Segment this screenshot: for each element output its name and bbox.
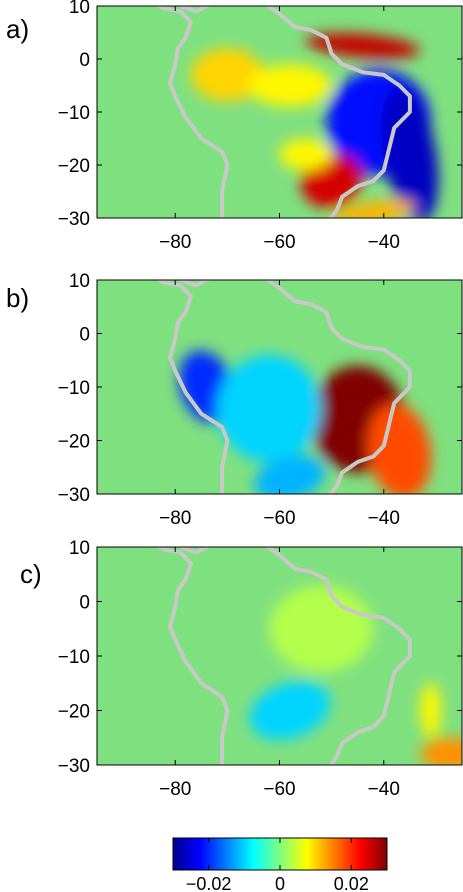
anomaly-layer — [190, 33, 439, 218]
anomaly-blob — [269, 585, 374, 673]
axes: 10 0 −10 −20 −30 −80 −60 −40 — [58, 0, 462, 253]
anomaly-blob — [420, 737, 462, 765]
y-tick-label: −20 — [58, 156, 90, 177]
y-tick-label: 0 — [79, 325, 90, 346]
panel-label: c) — [20, 559, 42, 589]
anomaly-blob — [190, 48, 264, 102]
y-tick-label: −30 — [58, 756, 90, 777]
y-tick-label: −10 — [58, 647, 90, 668]
y-tick-label: −20 — [58, 432, 90, 453]
colorbar-tick-label: 0.02 — [334, 874, 369, 892]
axes: 10 0 −10 −20 −30 −80 −60 −40 — [58, 271, 462, 529]
anomaly-blob — [254, 455, 326, 494]
x-tick-label: −60 — [263, 232, 295, 253]
panel-c: c) 10 0 −10 −20 −30 −80 −60 −40 — [20, 538, 463, 800]
anomaly-blob — [217, 354, 322, 462]
anomaly-blob — [332, 199, 415, 218]
x-tick-label: −40 — [368, 508, 400, 529]
y-tick-label: 0 — [79, 593, 90, 614]
x-tick-label: −80 — [159, 779, 191, 800]
anomaly-blob — [367, 403, 432, 494]
coastline — [155, 280, 412, 494]
panel-b: b) 10 0 −10 −20 −30 −80 −60 −40 — [6, 271, 463, 529]
coastline — [155, 6, 412, 218]
colorbar: −0.02 0 0.02 — [172, 837, 388, 892]
x-tick-label: −40 — [368, 232, 400, 253]
panel-label: a) — [6, 14, 29, 44]
anomaly-layer — [178, 350, 432, 494]
panel-label: b) — [6, 283, 29, 313]
anomaly-blob — [420, 683, 442, 738]
y-tick-label: −30 — [58, 485, 90, 506]
y-tick-label: 10 — [69, 0, 90, 18]
axes: 10 0 −10 −20 −30 −80 −60 −40 — [58, 538, 462, 800]
y-tick-label: 10 — [69, 271, 90, 292]
anomaly-blob — [249, 681, 331, 740]
y-tick-label: −20 — [58, 702, 90, 723]
x-tick-label: −60 — [263, 508, 295, 529]
y-tick-label: 10 — [69, 538, 90, 559]
colorbar-tick-label: 0 — [275, 874, 285, 892]
y-tick-label: −10 — [58, 103, 90, 124]
y-tick-label: 0 — [79, 50, 90, 71]
panel-a: a) 10 0 −10 −20 −30 −80 −60 −40 — [6, 0, 463, 253]
x-tick-label: −80 — [159, 232, 191, 253]
coastline — [155, 547, 412, 765]
x-tick-label: −60 — [263, 779, 295, 800]
x-tick-label: −80 — [159, 508, 191, 529]
colorbar-ticks: −0.02 0 0.02 — [186, 838, 369, 892]
y-tick-label: −30 — [58, 209, 90, 230]
anomaly-blob — [305, 33, 421, 59]
anomaly-blob — [381, 86, 439, 218]
anomaly-blob — [279, 138, 332, 171]
anomaly-blob — [248, 64, 332, 107]
y-tick-label: −10 — [58, 378, 90, 399]
colorbar-tick-label: −0.02 — [186, 874, 232, 892]
x-tick-label: −40 — [368, 779, 400, 800]
colorbar-gradient — [172, 837, 388, 871]
